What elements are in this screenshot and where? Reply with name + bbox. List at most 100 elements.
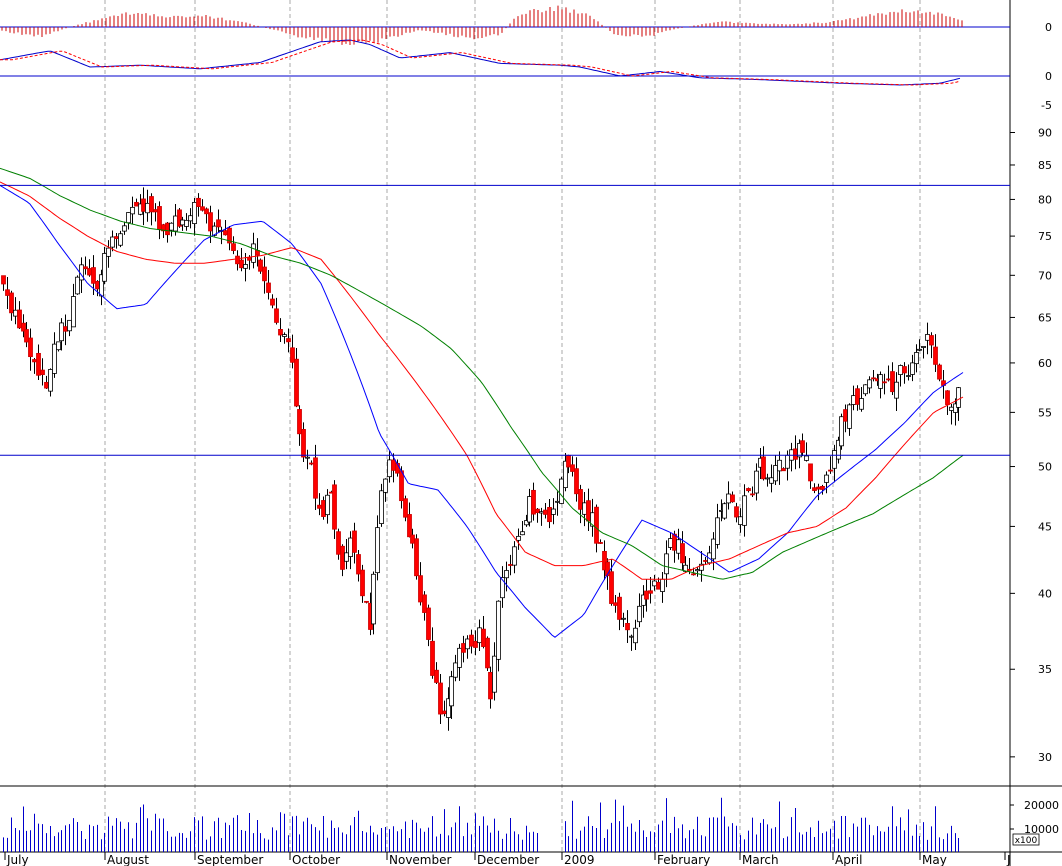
candle-body <box>859 398 864 410</box>
candle-body <box>446 698 451 718</box>
price-tick-label: 85 <box>1038 159 1052 172</box>
candle-body <box>504 570 509 579</box>
candle-body <box>453 662 458 678</box>
candle-body <box>496 600 501 660</box>
candle-body <box>664 553 669 575</box>
candle-body <box>387 459 392 478</box>
candle-body <box>278 328 283 336</box>
candle-body <box>551 508 556 515</box>
candle-body <box>949 406 954 411</box>
candle-body <box>566 455 571 468</box>
candle-body <box>184 219 189 227</box>
candle-body <box>32 359 37 363</box>
candle-body <box>547 507 552 523</box>
candle-body <box>344 552 349 562</box>
candle-body <box>800 440 805 453</box>
candle-body <box>524 520 529 526</box>
candle-body <box>559 478 564 504</box>
month-label: July <box>6 853 29 866</box>
candle-body <box>180 219 185 226</box>
candle-body <box>290 347 295 363</box>
candle-body <box>173 215 178 232</box>
candle-body <box>223 230 228 236</box>
candle-body <box>781 468 786 472</box>
candle-body <box>403 498 408 518</box>
candle-body <box>574 468 579 495</box>
candle-body <box>442 710 447 715</box>
candle-body <box>746 488 751 492</box>
price-tick-label: 80 <box>1038 193 1052 206</box>
candle-body <box>492 655 497 693</box>
candle-body <box>734 506 739 518</box>
candle-body <box>625 623 630 631</box>
candle-body <box>742 495 747 526</box>
candle-body <box>141 198 146 212</box>
candle-body <box>75 276 80 295</box>
candle-body <box>488 671 493 700</box>
candle-body <box>461 643 466 653</box>
month-label: February <box>657 853 710 866</box>
candle-body <box>773 465 778 482</box>
candle-body <box>477 627 482 644</box>
candle-body <box>699 563 704 571</box>
candle-body <box>204 208 209 215</box>
candle-body <box>414 538 419 577</box>
candle-body <box>769 477 774 484</box>
candle-body <box>208 212 213 232</box>
candle-body <box>902 366 907 374</box>
price-tick-label: 35 <box>1038 663 1052 676</box>
candle-body <box>633 627 638 644</box>
candle-body <box>391 459 396 471</box>
candle-body <box>399 470 404 502</box>
candle-body <box>270 298 275 306</box>
candle-body <box>418 575 423 603</box>
candle-body <box>816 486 821 490</box>
candle-body <box>730 494 735 503</box>
candle-body <box>925 334 930 341</box>
candle-body <box>722 503 727 519</box>
candle-body <box>309 462 314 465</box>
candle-body <box>118 233 123 246</box>
candle-body <box>617 596 622 620</box>
month-label: October <box>292 853 340 866</box>
price-tick-label: 60 <box>1038 357 1052 370</box>
month-label: September <box>197 853 263 866</box>
candle-body <box>641 594 646 606</box>
candle-body <box>867 379 872 389</box>
candle-body <box>114 236 119 239</box>
candle-body <box>839 416 844 447</box>
candle-body <box>63 326 68 332</box>
candle-body <box>379 490 384 524</box>
candle-body <box>910 362 915 375</box>
candle-body <box>836 439 841 460</box>
candle-body <box>539 511 544 514</box>
candle-body <box>648 590 653 594</box>
price-tick-label: 90 <box>1038 126 1052 139</box>
candle-body <box>44 381 49 389</box>
volume-multiplier-label: x100 <box>1015 836 1038 846</box>
candle-body <box>527 496 532 523</box>
candle-body <box>352 530 357 553</box>
candle-body <box>17 309 22 329</box>
candle-body <box>407 514 412 538</box>
price-tick-label: 45 <box>1038 520 1052 533</box>
candle-body <box>410 534 415 544</box>
candle-body <box>165 222 170 236</box>
candle-body <box>882 381 887 384</box>
candle-body <box>613 602 618 606</box>
candle-body <box>629 635 634 638</box>
candle-body <box>917 348 922 351</box>
candle-body <box>364 600 369 603</box>
candle-body <box>676 539 681 554</box>
candle-body <box>40 369 45 375</box>
candle-body <box>274 308 279 323</box>
candle-body <box>59 322 64 342</box>
price-tick-label: 65 <box>1038 311 1052 324</box>
candle-body <box>282 334 287 337</box>
volume-multiplier-box <box>1012 833 1040 846</box>
candle-body <box>106 247 111 257</box>
candle-body <box>481 628 486 647</box>
candle-body <box>793 448 798 460</box>
candle-body <box>169 222 174 231</box>
